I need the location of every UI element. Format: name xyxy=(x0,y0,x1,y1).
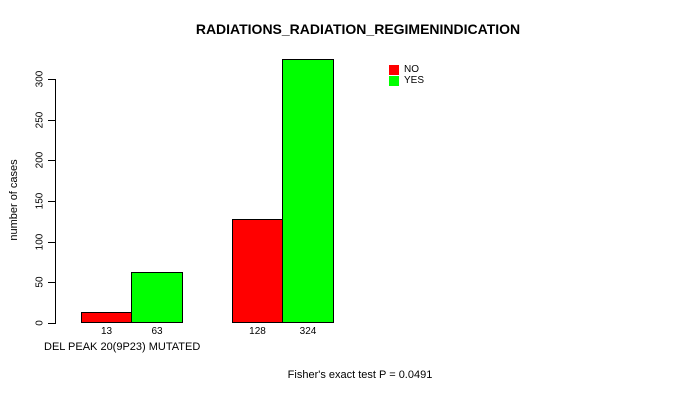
y-tick-label: 50 xyxy=(34,276,46,288)
bar-value-label: 128 xyxy=(249,326,266,337)
y-axis-line xyxy=(55,79,56,324)
y-tick-mark xyxy=(48,242,55,243)
y-tick-label: 100 xyxy=(34,233,46,251)
y-axis-label: number of cases xyxy=(8,159,20,241)
y-tick-mark xyxy=(48,201,55,202)
legend: NO YES xyxy=(389,65,424,87)
bar-value-label: 63 xyxy=(151,326,163,337)
legend-swatch-yes xyxy=(389,76,399,86)
chart-title: RADIATIONS_RADIATION_REGIMENINDICATION xyxy=(195,21,521,37)
y-tick-mark xyxy=(48,323,55,324)
legend-swatch-no xyxy=(389,65,399,75)
legend-label: YES xyxy=(404,75,425,86)
bar-value-label: 13 xyxy=(100,326,113,337)
x-axis-label: DEL PEAK 20(9P23) MUTATED xyxy=(44,341,201,353)
y-tick-mark xyxy=(48,120,55,121)
bar-yes-group2 xyxy=(282,59,334,323)
bar-yes-group1 xyxy=(131,272,183,323)
legend-label: NO xyxy=(404,64,419,75)
bar-no-group2 xyxy=(232,219,283,323)
y-tick-label: 0 xyxy=(34,320,46,326)
legend-row-yes: YES xyxy=(389,76,424,86)
legend-row-no: NO xyxy=(389,65,424,75)
y-tick-label: 200 xyxy=(34,151,46,169)
y-tick-mark xyxy=(48,160,55,161)
stat-annotation: Fisher's exact test P = 0.0491 xyxy=(287,369,433,381)
bar-no-group1 xyxy=(81,312,132,323)
y-tick-label: 300 xyxy=(34,70,46,88)
y-tick-mark xyxy=(48,79,55,80)
y-tick-label: 250 xyxy=(34,111,46,129)
bar-value-label: 324 xyxy=(299,326,317,337)
y-tick-label: 150 xyxy=(34,192,46,210)
y-tick-mark xyxy=(48,282,55,283)
